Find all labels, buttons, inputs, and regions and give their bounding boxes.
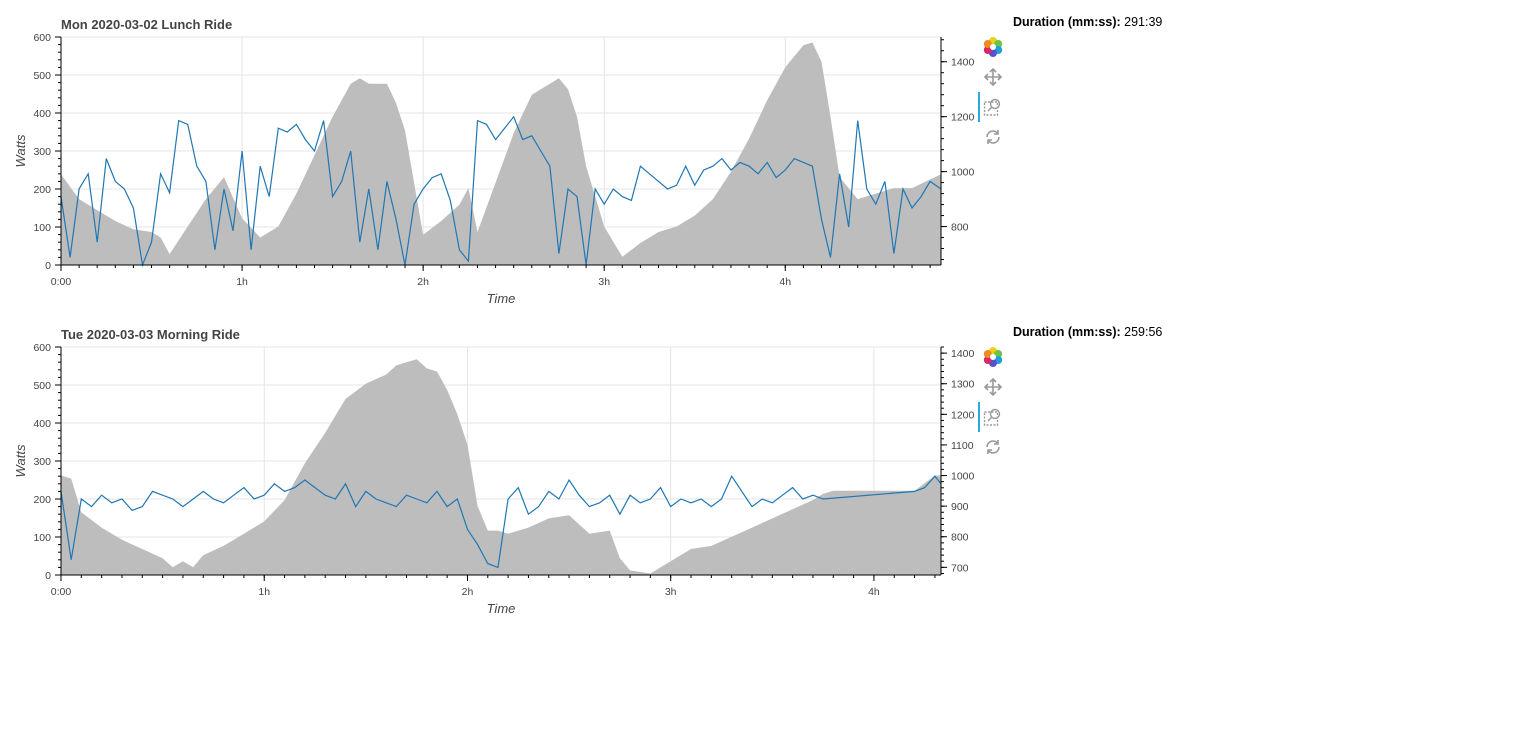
y-tick-label: 0 <box>45 570 51 582</box>
y-axis-label: Watts <box>13 134 28 167</box>
duration-value: 259:56 <box>1124 325 1163 339</box>
y-tick-label: 300 <box>33 456 51 468</box>
x-tick-label: 3h <box>598 276 610 288</box>
duration-readout: Duration (mm:ss): 259:56 <box>1013 325 1162 339</box>
y2-tick-label: 1000 <box>951 167 975 179</box>
x-tick-label: 4h <box>868 586 880 598</box>
y-tick-label: 200 <box>33 184 51 196</box>
elevation-area <box>61 42 941 265</box>
active-tool-indicator <box>978 92 980 122</box>
duration-readout: Duration (mm:ss): 291:39 <box>1013 15 1162 29</box>
box-zoom-icon[interactable] <box>980 94 1006 120</box>
y2-tick-label: 1000 <box>951 471 975 483</box>
y2-tick-label: 1200 <box>951 112 975 124</box>
logo-icon[interactable] <box>980 34 1006 60</box>
x-axis-label: Time <box>487 601 516 616</box>
chart-title: Tue 2020-03-03 Morning Ride <box>61 327 240 342</box>
y2-tick-label: 800 <box>951 532 969 544</box>
x-tick-label: 2h <box>462 586 474 598</box>
x-tick-label: 3h <box>665 586 677 598</box>
x-tick-label: 4h <box>779 276 791 288</box>
reset-icon[interactable] <box>980 124 1006 150</box>
y-tick-label: 300 <box>33 146 51 158</box>
y2-tick-label: 900 <box>951 501 969 513</box>
reset-icon[interactable] <box>980 434 1006 460</box>
y-tick-label: 400 <box>33 108 51 120</box>
x-tick-label: 1h <box>258 586 270 598</box>
ride-panel-1: 0 100 200 300 400 500 600 800 1000 1200 1400 0:00 1h… <box>0 0 1162 310</box>
elevation-area <box>61 359 941 575</box>
y-tick-label: 500 <box>33 380 51 392</box>
y2-tick-label: 1100 <box>951 440 974 452</box>
y-tick-label: 100 <box>33 532 51 544</box>
power-line <box>60 474 942 569</box>
chart-plot[interactable]: 0 100 200 300 400 500 600 700 800 900 1000 1100 1200… <box>0 310 1010 620</box>
y-tick-label: 600 <box>33 342 51 354</box>
y-tick-label: 100 <box>33 222 51 234</box>
y-tick-label: 200 <box>33 494 51 506</box>
duration-label: Duration (mm:ss): <box>1013 15 1121 29</box>
pan-icon[interactable] <box>980 64 1006 90</box>
x-tick-label: 1h <box>236 276 248 288</box>
x-tick-label: 2h <box>417 276 429 288</box>
duration-label: Duration (mm:ss): <box>1013 325 1121 339</box>
x-tick-label: 0:00 <box>51 586 72 598</box>
pan-icon[interactable] <box>980 374 1006 400</box>
x-axis-label: Time <box>487 291 516 306</box>
power-line <box>60 115 942 268</box>
y-tick-label: 0 <box>45 260 51 272</box>
y2-tick-label: 1300 <box>951 379 975 391</box>
box-zoom-icon[interactable] <box>980 404 1006 430</box>
y2-tick-label: 1200 <box>951 409 975 421</box>
y2-tick-label: 700 <box>951 562 969 574</box>
chart-title: Mon 2020-03-02 Lunch Ride <box>61 17 232 32</box>
y2-tick-label: 1400 <box>951 57 975 69</box>
chart-plot[interactable]: 0 100 200 300 400 500 600 800 1000 1200 1400 0:00 1h… <box>0 0 1010 310</box>
logo-icon[interactable] <box>980 344 1006 370</box>
duration-value: 291:39 <box>1124 15 1163 29</box>
ride-panel-2: 0 100 200 300 400 500 600 700 800 900 1000 1100 1200… <box>0 310 1162 620</box>
y2-tick-label: 800 <box>951 222 969 234</box>
y-tick-label: 600 <box>33 32 51 44</box>
y-tick-label: 500 <box>33 70 51 82</box>
y2-tick-label: 1400 <box>951 348 975 360</box>
active-tool-indicator <box>978 402 980 432</box>
x-tick-label: 0:00 <box>51 276 72 288</box>
y-tick-label: 400 <box>33 418 51 430</box>
y-axis-label: Watts <box>13 444 28 477</box>
